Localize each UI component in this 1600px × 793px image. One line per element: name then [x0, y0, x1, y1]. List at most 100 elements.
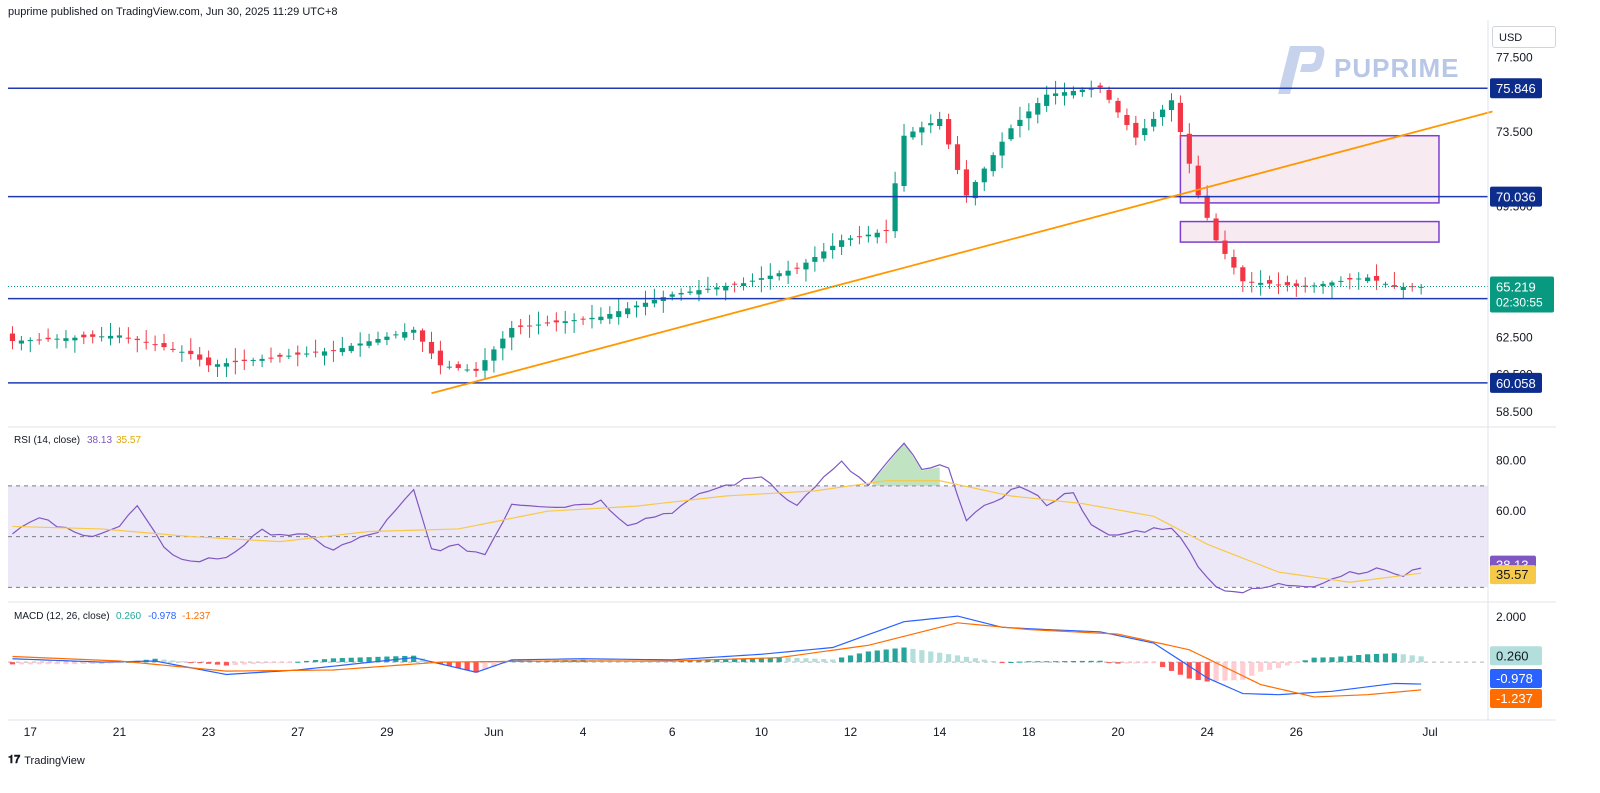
candle [1151, 118, 1157, 127]
macd-histogram-bar [901, 647, 907, 663]
macd-histogram-bar [348, 657, 354, 663]
candle [856, 236, 863, 238]
candle [1133, 122, 1139, 138]
macd-histogram-bar [214, 662, 221, 665]
macd-histogram-bar [455, 662, 461, 669]
macd-histogram-bar [63, 662, 69, 665]
macd-histogram-bar [812, 658, 818, 663]
bar-countdown: 02:30:55 [1496, 296, 1543, 310]
candle [45, 337, 51, 340]
candle [1186, 133, 1192, 164]
candle [1124, 114, 1130, 125]
macd-histogram-bar [1320, 657, 1326, 663]
candle [705, 288, 711, 290]
candle [1240, 267, 1246, 282]
candle [758, 278, 764, 280]
candle [562, 321, 568, 324]
rsi-overbought-fill [872, 442, 940, 486]
macd-histogram-bar [482, 662, 488, 670]
candle [18, 340, 24, 344]
candle [642, 302, 649, 307]
candle [883, 230, 889, 232]
candle [384, 336, 390, 340]
candle [1400, 286, 1406, 291]
macd-histogram-bar [1258, 662, 1264, 672]
footer-platform: TradingView [24, 754, 85, 767]
macd-signal-last-label: -1.237 [1496, 691, 1533, 706]
candle [821, 251, 827, 259]
macd-histogram-bar [1124, 662, 1130, 664]
macd-histogram-bar [946, 654, 952, 663]
macd-histogram-bar [696, 660, 702, 663]
candle [696, 290, 702, 295]
candle [411, 329, 417, 333]
macd-histogram-bar [1391, 653, 1397, 663]
macd-histogram-bar [9, 662, 16, 665]
rsi-tick-label: 60.00 [1496, 504, 1526, 518]
macd-histogram-bar [1365, 654, 1371, 663]
candle [589, 317, 595, 320]
time-axis-label: Jul [1422, 725, 1437, 739]
macd-histogram-bar [785, 657, 791, 663]
candle [464, 369, 470, 371]
level-label-bg [1490, 372, 1542, 393]
candle [1177, 102, 1184, 132]
time-axis-label: 12 [844, 725, 858, 739]
candle [161, 343, 167, 348]
candle [1097, 85, 1103, 88]
candle [54, 338, 60, 340]
candle [473, 368, 479, 371]
candle [651, 299, 657, 304]
candle [1347, 277, 1353, 280]
macd-histogram-bar [268, 662, 274, 664]
macd-histogram-bar [767, 657, 773, 663]
candle [366, 341, 372, 346]
currency-selector[interactable]: USD [1492, 26, 1556, 48]
candle [1070, 90, 1077, 96]
last-price-label-bg [1490, 276, 1554, 313]
macd-histogram-bar [277, 662, 283, 664]
candle [286, 355, 292, 357]
macd-histogram-bar [1266, 662, 1273, 670]
macd-histogram-bar [678, 660, 684, 663]
candle [1204, 195, 1210, 218]
candle [348, 345, 354, 352]
candle [901, 135, 907, 187]
rsi-title: RSI (14, close) [14, 435, 80, 446]
macd-histogram-bar [1142, 662, 1148, 664]
macd-histogram-bar [1373, 653, 1380, 663]
tradingview-logo-icon: 𝟏𝟕 [8, 754, 21, 766]
candle [90, 334, 96, 337]
macd-histogram-bar [714, 659, 720, 663]
macd-histogram-bar [99, 662, 105, 664]
price-tick-label: 62.500 [1496, 330, 1533, 344]
macd-histogram-bar [72, 662, 78, 665]
macd-histogram-bar [1186, 662, 1192, 679]
candle [946, 119, 952, 145]
macd-histogram-bar [1400, 654, 1406, 663]
macd-histogram-bar [107, 662, 114, 664]
macd-histogram-bar [45, 662, 51, 665]
candle [482, 360, 488, 371]
candle [937, 118, 943, 127]
macd-tick-label: 2.000 [1496, 610, 1526, 624]
candle [1142, 128, 1148, 136]
macd-histogram-bar [1311, 657, 1317, 663]
candle [1213, 218, 1219, 241]
candle [241, 359, 247, 362]
macd-histogram-bar [197, 662, 203, 664]
time-axis-label: 20 [1111, 725, 1125, 739]
footer: 𝟏𝟕 TradingView [8, 754, 85, 767]
macd-signal-line [12, 622, 1422, 698]
macd-histogram-bar [1052, 661, 1059, 663]
macd-histogram-bar [1409, 655, 1415, 663]
candle [847, 238, 854, 240]
macd-histogram-bar [972, 658, 978, 663]
candle [544, 322, 550, 324]
macd-histogram-bar [981, 659, 987, 663]
candle [143, 341, 149, 343]
candle [36, 339, 42, 341]
candle [330, 350, 337, 352]
candle [687, 291, 693, 293]
